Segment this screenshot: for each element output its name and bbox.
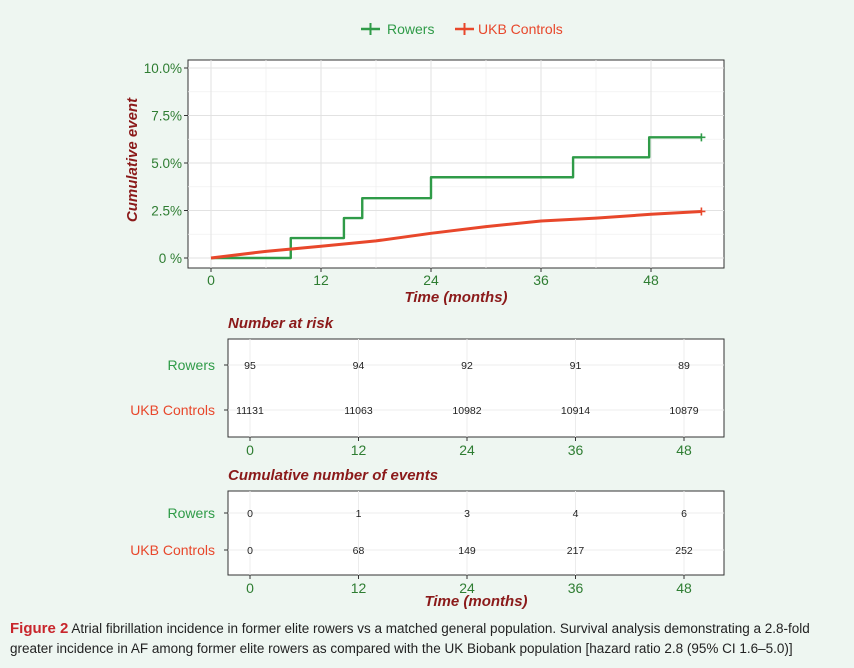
x-tick-label: 24 — [423, 272, 439, 288]
table-cell-value: 0 — [247, 508, 253, 520]
table-cell-value: 217 — [567, 545, 585, 557]
events-table-panel — [227, 490, 725, 576]
table-row-label: Rowers — [168, 357, 215, 373]
legend: Rowers UKB Controls — [361, 21, 563, 37]
plot-panel — [187, 59, 725, 269]
events-table-title: Cumulative number of events — [228, 467, 438, 484]
legend-label-rowers: Rowers — [387, 21, 434, 37]
table-cell-value: 149 — [458, 545, 476, 557]
table-x-tick-label: 0 — [246, 442, 254, 458]
table-x-tick-label: 36 — [568, 580, 584, 596]
table-cell-value: 252 — [675, 545, 693, 557]
y-tick-label: 10.0% — [144, 61, 182, 76]
censor-mark-rowers — [697, 133, 706, 142]
table-cell-value: 10982 — [452, 405, 481, 417]
x-tick-label: 48 — [643, 272, 659, 288]
series-line-ukb-controls — [210, 209, 702, 260]
table-cell-value: 10879 — [669, 405, 698, 417]
table-cell-value: 1 — [356, 508, 362, 520]
main-plot: 0 % 2.5% 5.0% 7.5% 10.0% 0 12 24 36 48 Cumulativ… — [124, 59, 725, 306]
x-axis-title: Time (months) — [404, 289, 507, 306]
y-tick-label: 5.0% — [151, 156, 182, 171]
table-x-tick-label: 24 — [459, 580, 475, 596]
table-cell-value: 10914 — [561, 405, 590, 417]
x-tick-label: 12 — [313, 272, 329, 288]
table-cell-value: 92 — [461, 360, 473, 372]
figure-caption: Figure 2 Atrial fibrillation incidence i… — [10, 619, 844, 659]
table-cell-value: 11063 — [344, 405, 373, 417]
table-x-tick-label: 24 — [459, 442, 475, 458]
table-cell-value: 6 — [681, 508, 687, 520]
table-cell-value: 11131 — [236, 405, 264, 417]
y-tick-label: 2.5% — [151, 204, 182, 219]
x-axis-ticks: 0 12 24 36 48 — [207, 268, 659, 288]
risk-table-content: Rowers 95 94 92 91 89 UKB Controls 11131 11063 10… — [130, 339, 724, 458]
plot-series — [210, 133, 706, 260]
events-table: Cumulative number of events Rowers 0 1 3 4 6 U… — [130, 467, 725, 610]
legend-entry-rowers: Rowers — [361, 21, 434, 37]
table-cell-value: 3 — [464, 508, 470, 520]
events-x-axis-title: Time (months) — [424, 593, 527, 610]
table-cell-value: 94 — [353, 360, 365, 372]
table-row-label: UKB Controls — [130, 542, 215, 558]
table-x-tick-label: 48 — [676, 580, 692, 596]
table-cell-value: 4 — [573, 508, 579, 520]
table-row-label: UKB Controls — [130, 402, 215, 418]
legend-label-controls: UKB Controls — [478, 21, 563, 37]
legend-entry-controls: UKB Controls — [455, 21, 563, 37]
table-x-tick-label: 36 — [568, 442, 584, 458]
series-line-rowers — [211, 136, 702, 260]
table-x-tick-label: 12 — [351, 580, 367, 596]
table-row-label: Rowers — [168, 505, 215, 521]
table-x-tick-label: 0 — [246, 580, 254, 596]
censor-mark-ukb-controls — [697, 207, 706, 216]
x-tick-label: 36 — [533, 272, 549, 288]
risk-table-title: Number at risk — [228, 315, 334, 332]
table-x-tick-label: 12 — [351, 442, 367, 458]
y-axis-ticks: 0 % 2.5% 5.0% 7.5% 10.0% — [144, 61, 188, 266]
risk-table: Number at risk Rowers 95 94 92 91 89 UKB Contr… — [130, 315, 725, 458]
table-cell-value: 68 — [353, 545, 365, 557]
table-cell-value: 95 — [244, 360, 256, 372]
table-cell-value: 0 — [247, 545, 253, 557]
caption-text: Atrial fibrillation incidence in former … — [10, 621, 810, 656]
y-tick-label: 0 % — [159, 251, 182, 266]
events-table-content: Rowers 0 1 3 4 6 UKB Controls 0 68 149 217 252 0 12 24… — [130, 491, 724, 596]
y-axis-title: Cumulative event — [124, 97, 141, 222]
y-tick-label: 7.5% — [151, 109, 182, 124]
table-x-tick-label: 48 — [676, 442, 692, 458]
risk-table-panel — [227, 338, 725, 438]
table-cell-value: 89 — [678, 360, 690, 372]
table-cell-value: 91 — [570, 360, 582, 372]
x-tick-label: 0 — [207, 272, 215, 288]
plot-grid — [188, 60, 724, 268]
caption-label: Figure 2 — [10, 620, 69, 637]
